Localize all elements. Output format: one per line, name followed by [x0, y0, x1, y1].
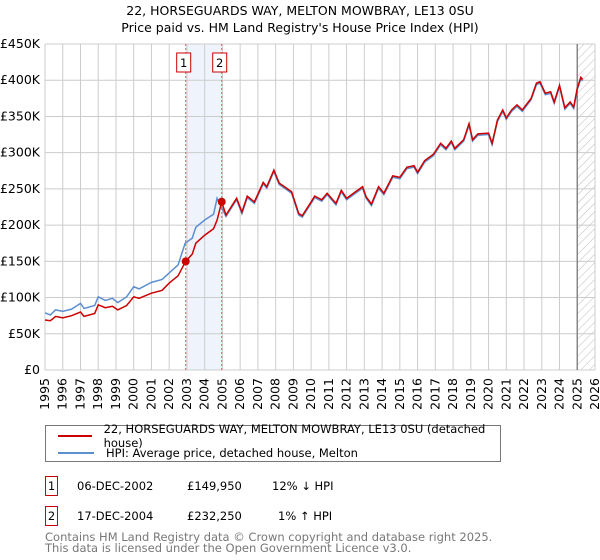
y-tick-label: £400K [0, 72, 41, 87]
x-tick-label: 2025 [569, 378, 584, 410]
price-chart: £0 £50K £100K £150K £200K £250K £300K £350K £400… [0, 36, 600, 410]
transaction-number: 1 [45, 476, 58, 496]
legend: 22, HORSEGUARDS WAY, MELTON MOWBRAY, LE1… [45, 422, 501, 462]
price-line [44, 75, 584, 322]
y-tick-label: £250K [0, 181, 41, 196]
x-tick-label: 1997 [72, 378, 87, 410]
x-tick-label: 2005 [214, 378, 229, 410]
y-tick-label: £300K [0, 145, 41, 160]
x-tick-label: 2010 [303, 378, 318, 410]
x-tick-label: 2015 [392, 378, 407, 410]
x-tick-label: 2018 [445, 378, 460, 410]
x-tick-label: 2004 [197, 378, 212, 410]
x-tick-label: 1999 [108, 378, 123, 410]
x-tick-label: 2014 [374, 378, 389, 410]
x-tick-label: 2006 [232, 378, 247, 410]
sale-label-box [176, 52, 192, 73]
x-tick-label: 2001 [143, 378, 158, 410]
x-tick-label: 2013 [356, 378, 371, 410]
footer-line: Contains HM Land Registry data © Crown c… [45, 530, 493, 544]
x-tick-label: 2011 [321, 378, 336, 410]
sale-label-box [212, 52, 228, 73]
x-tick-label: 2012 [339, 378, 354, 410]
chart-subtitle: Price paid vs. HM Land Registry's House … [121, 20, 479, 35]
transaction-price: £232,250 [187, 509, 242, 523]
y-tick-label: £350K [0, 108, 41, 123]
x-tick-label: 2007 [250, 378, 265, 410]
transaction-number: 2 [45, 506, 58, 526]
legend-swatch-blue [58, 452, 94, 454]
x-tick-label: 2019 [463, 378, 478, 410]
transaction-hpi-diff: 12% ↓ HPI [272, 479, 334, 493]
y-tick-label: £200K [0, 217, 41, 232]
x-tick-label: 2021 [498, 378, 513, 410]
x-tick-label: 2002 [161, 378, 176, 410]
transaction-row: 2 17-DEC-2004 £232,250 1% ↑ HPI [45, 506, 445, 526]
sale-point [217, 197, 226, 206]
x-tick-label: 2003 [179, 378, 194, 410]
legend-item-price: 22, HORSEGUARDS WAY, MELTON MOWBRAY, LE1… [58, 422, 500, 450]
y-tick-label: £450K [0, 36, 41, 51]
transaction-row: 1 06-DEC-2002 £149,950 12% ↓ HPI [45, 476, 445, 496]
transaction-hpi-diff: 1% ↑ HPI [278, 509, 333, 523]
chart-title: 22, HORSEGUARDS WAY, MELTON MOWBRAY, LE1… [126, 3, 474, 18]
y-tick-label: £50K [8, 326, 41, 341]
y-tick-label: £0 [24, 362, 40, 377]
x-tick-label: 2026 [587, 378, 600, 410]
transaction-price: £149,950 [187, 479, 242, 493]
x-tick-label: 2020 [481, 378, 496, 410]
x-tick-label: 2017 [427, 378, 442, 410]
x-tick-label: 2000 [126, 378, 141, 410]
forecast-hatch [577, 44, 595, 370]
sale-label: 1 [180, 56, 187, 70]
legend-label: HPI: Average price, detached house, Melt… [106, 446, 358, 460]
legend-item-hpi: HPI: Average price, detached house, Melt… [58, 446, 358, 460]
x-tick-label: 1996 [55, 378, 70, 410]
legend-label: 22, HORSEGUARDS WAY, MELTON MOWBRAY, LE1… [103, 422, 486, 450]
transaction-date: 17-DEC-2004 [77, 509, 154, 523]
legend-swatch-red [58, 435, 92, 437]
sale-point [181, 257, 190, 266]
sale-label: 2 [216, 56, 223, 70]
x-tick-label: 2008 [268, 378, 283, 410]
x-tick-label: 1998 [90, 378, 105, 410]
x-tick-label: 2022 [516, 378, 531, 410]
x-tick-label: 2023 [534, 378, 549, 410]
transaction-date: 06-DEC-2002 [77, 479, 154, 493]
x-tick-label: 1995 [37, 378, 52, 410]
x-tick-label: 2016 [410, 378, 425, 410]
footer-line: This data is licensed under the Open Gov… [45, 541, 412, 555]
x-tick-label: 2024 [552, 378, 567, 410]
x-tick-label: 2009 [285, 378, 300, 410]
sale-period-shade [185, 44, 222, 370]
y-tick-label: £100K [0, 290, 41, 305]
y-tick-label: £150K [0, 253, 41, 268]
